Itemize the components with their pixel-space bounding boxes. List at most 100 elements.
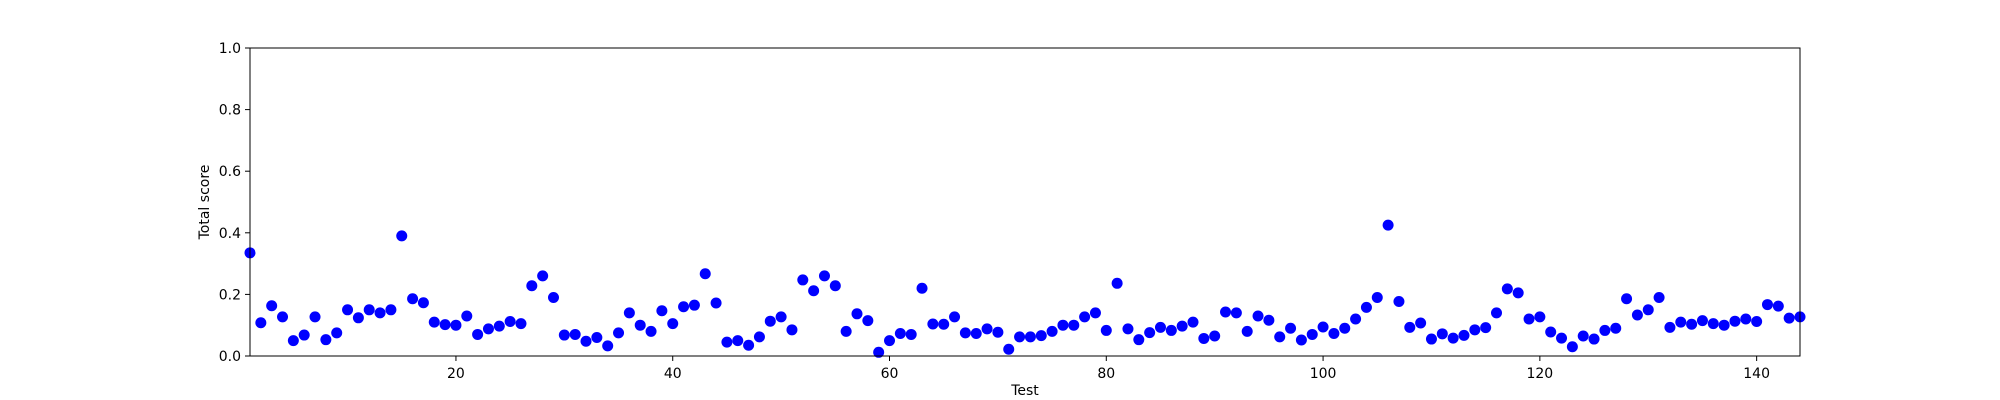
data-point xyxy=(905,328,917,340)
data-point xyxy=(417,297,429,309)
data-point xyxy=(1675,316,1687,328)
x-tick-label: 20 xyxy=(447,366,465,382)
data-point xyxy=(1187,316,1199,328)
data-point xyxy=(873,346,885,358)
data-point xyxy=(504,316,516,328)
y-tick-label: 0.2 xyxy=(219,287,241,303)
data-point xyxy=(1458,329,1470,341)
data-point xyxy=(699,268,711,280)
data-point xyxy=(1436,328,1448,340)
data-point xyxy=(862,315,874,327)
data-point xyxy=(537,270,549,282)
data-point xyxy=(1371,291,1383,303)
data-point xyxy=(1534,311,1546,323)
data-point xyxy=(1230,307,1242,319)
data-point xyxy=(1068,319,1080,331)
data-point xyxy=(1382,219,1394,231)
data-point xyxy=(277,311,289,323)
data-point xyxy=(1469,324,1481,336)
data-point xyxy=(1577,330,1589,342)
data-point xyxy=(1285,322,1297,334)
data-point xyxy=(613,327,625,339)
y-axis-label: Total score xyxy=(197,165,213,241)
data-point xyxy=(385,304,397,316)
data-point xyxy=(428,316,440,328)
x-tick-label: 140 xyxy=(1743,366,1770,382)
data-point xyxy=(818,270,830,282)
data-point xyxy=(1328,328,1340,340)
data-point xyxy=(753,331,765,343)
data-point xyxy=(645,325,657,337)
data-point xyxy=(1404,321,1416,333)
data-point xyxy=(396,230,408,242)
data-point xyxy=(1133,334,1145,346)
data-point xyxy=(992,326,1004,338)
data-point xyxy=(1545,326,1557,338)
data-point xyxy=(829,280,841,292)
data-point xyxy=(884,335,896,347)
data-point xyxy=(1447,332,1459,344)
data-points xyxy=(244,219,1806,358)
data-point xyxy=(472,328,484,340)
x-axis-label: Test xyxy=(1010,383,1039,399)
data-point xyxy=(656,305,668,317)
data-point xyxy=(374,307,386,319)
data-point xyxy=(1295,334,1307,346)
data-point xyxy=(1057,319,1069,331)
data-point xyxy=(1122,323,1134,335)
data-point xyxy=(1306,328,1318,340)
data-point xyxy=(255,317,267,329)
data-point xyxy=(851,308,863,320)
data-point xyxy=(1220,306,1232,318)
data-point xyxy=(1707,318,1719,330)
data-point xyxy=(1317,321,1329,333)
data-point xyxy=(1089,307,1101,319)
data-point xyxy=(1718,319,1730,331)
data-point xyxy=(667,318,679,330)
data-point xyxy=(1599,324,1611,336)
data-point xyxy=(1631,309,1643,321)
data-point xyxy=(461,310,473,322)
data-point xyxy=(515,318,527,330)
data-point xyxy=(342,304,354,316)
data-point xyxy=(1154,321,1166,333)
data-point xyxy=(298,329,310,341)
y-tick-label: 1.0 xyxy=(219,41,241,57)
data-point xyxy=(591,332,603,344)
data-point xyxy=(1198,332,1210,344)
data-point xyxy=(1772,300,1784,312)
data-point xyxy=(1111,277,1123,289)
data-point xyxy=(1079,311,1091,323)
data-point xyxy=(1588,333,1600,345)
data-point xyxy=(580,335,592,347)
data-point xyxy=(1696,315,1708,327)
data-point xyxy=(1263,314,1275,326)
data-point xyxy=(775,311,787,323)
data-point xyxy=(1664,321,1676,333)
data-point xyxy=(981,323,993,335)
data-point xyxy=(1751,316,1763,328)
data-point xyxy=(287,335,299,347)
data-point xyxy=(1144,327,1156,339)
data-point xyxy=(808,285,820,297)
data-point xyxy=(1339,322,1351,334)
x-tick-label: 100 xyxy=(1310,366,1337,382)
data-point xyxy=(558,329,570,341)
data-point xyxy=(1176,320,1188,332)
y-tick-label: 0.4 xyxy=(219,226,241,242)
data-point xyxy=(1729,315,1741,327)
data-point xyxy=(439,319,451,331)
data-point xyxy=(927,318,939,330)
y-tick-label: 0.6 xyxy=(219,164,241,180)
y-tick-label: 0.0 xyxy=(219,349,241,365)
x-tick-label: 80 xyxy=(1097,366,1115,382)
data-point xyxy=(1761,299,1773,311)
data-point xyxy=(482,323,494,335)
data-point xyxy=(1425,333,1437,345)
data-point xyxy=(1642,304,1654,316)
data-point xyxy=(547,291,559,303)
data-point xyxy=(743,339,755,351)
data-point xyxy=(1035,330,1047,342)
data-point xyxy=(1740,313,1752,325)
